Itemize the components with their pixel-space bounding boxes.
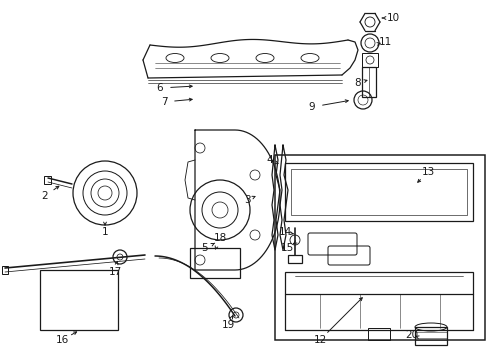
- Bar: [274, 155, 484, 340]
- Text: 16: 16: [55, 335, 68, 345]
- Bar: [361, 53, 377, 67]
- Text: 3: 3: [243, 195, 250, 205]
- Text: 5: 5: [201, 243, 208, 253]
- Text: 18: 18: [213, 233, 226, 243]
- Text: 1: 1: [102, 227, 108, 237]
- Bar: [2, 266, 8, 274]
- Bar: [414, 327, 446, 345]
- Text: 4: 4: [266, 155, 273, 165]
- Text: 2: 2: [41, 191, 48, 201]
- Text: 6: 6: [156, 83, 163, 93]
- Text: 14: 14: [278, 227, 291, 237]
- Text: 17: 17: [108, 267, 122, 277]
- Bar: [287, 255, 302, 263]
- Bar: [361, 67, 375, 97]
- Text: 15: 15: [280, 243, 293, 253]
- Bar: [44, 176, 51, 184]
- Bar: [367, 328, 389, 340]
- Bar: [285, 272, 472, 294]
- Text: 9: 9: [308, 102, 315, 112]
- Text: 7: 7: [161, 97, 167, 107]
- Text: 10: 10: [386, 13, 399, 23]
- Text: 20: 20: [405, 330, 418, 340]
- Text: 12: 12: [313, 335, 326, 345]
- Bar: [40, 270, 118, 330]
- Text: 19: 19: [221, 320, 234, 330]
- Text: 8: 8: [354, 78, 361, 88]
- Bar: [290, 169, 466, 215]
- Text: 11: 11: [378, 37, 391, 47]
- Bar: [285, 163, 472, 221]
- Text: 13: 13: [421, 167, 434, 177]
- Bar: [190, 248, 240, 278]
